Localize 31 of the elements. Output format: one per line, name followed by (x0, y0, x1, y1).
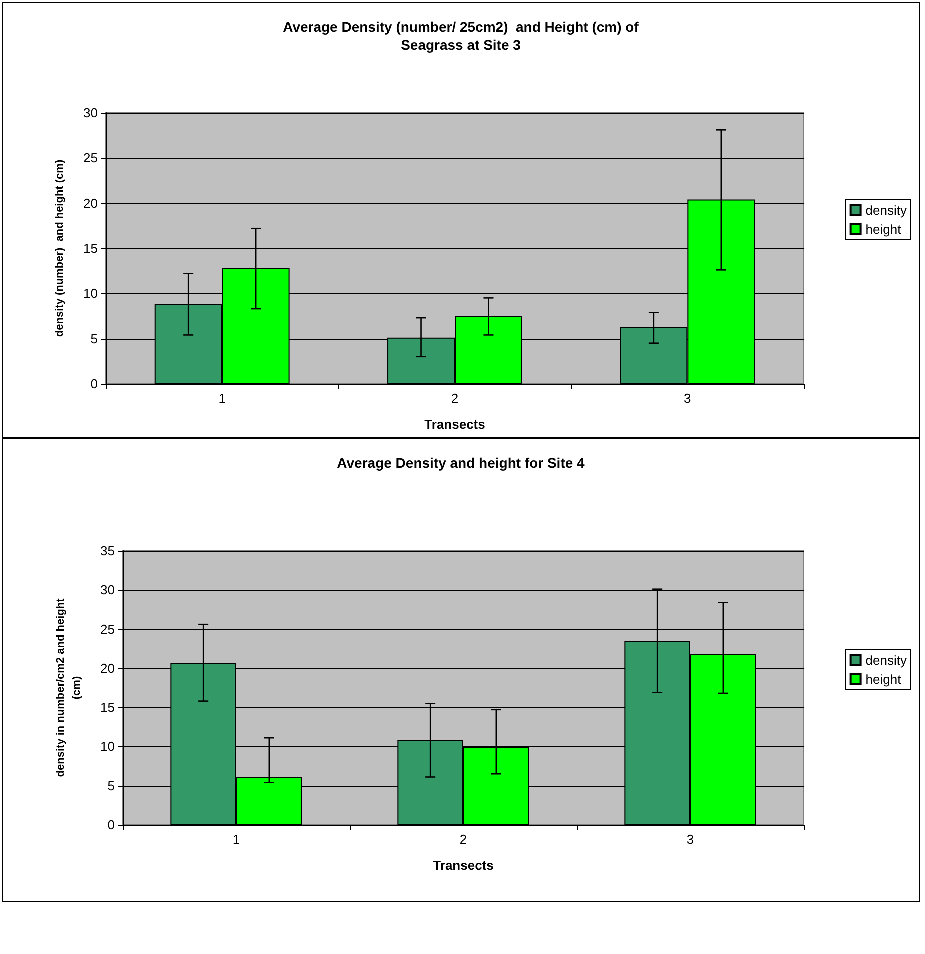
legend-label: height (866, 672, 902, 687)
legend-label: height (866, 222, 902, 237)
y-axis-title: density (number) and height (cm) (54, 160, 66, 338)
x-tick-label: 2 (460, 832, 468, 847)
legend-label: density (866, 203, 908, 218)
chart-title: Average Density (number/ 25cm2) and Height (cm) of Seagrass at Site 3 (283, 19, 640, 53)
x-axis-title: Transects (424, 417, 486, 432)
y-tick-label: 0 (108, 818, 115, 832)
y-tick-label: 20 (84, 196, 98, 211)
y-tick-label: 10 (84, 286, 98, 302)
x-tick-label: 2 (451, 391, 459, 406)
x-tick-label: 3 (684, 391, 692, 406)
x-tick-label: 1 (232, 832, 240, 847)
y-axis-title: density in number/cm2 and height (cm) (55, 598, 83, 778)
y-tick-label: 25 (100, 622, 115, 637)
x-axis-title: Transects (433, 858, 494, 873)
legend-label: density (866, 653, 908, 668)
x-tick-label: 1 (218, 391, 226, 406)
y-tick-label: 5 (108, 778, 115, 794)
y-tick-label: 15 (84, 241, 98, 256)
y-tick-label: 10 (100, 739, 115, 754)
y-tick-label: 20 (100, 660, 115, 676)
y-tick-label: 25 (84, 150, 98, 166)
y-tick-label: 30 (84, 106, 98, 120)
chart-title: Average Density and height for Site 4 (337, 455, 586, 471)
y-tick-label: 35 (100, 544, 115, 558)
y-tick-label: 0 (90, 376, 98, 392)
y-tick-label: 30 (100, 582, 115, 598)
y-tick-label: 5 (90, 331, 98, 346)
y-tick-label: 15 (100, 700, 115, 716)
x-tick-label: 3 (686, 832, 694, 847)
